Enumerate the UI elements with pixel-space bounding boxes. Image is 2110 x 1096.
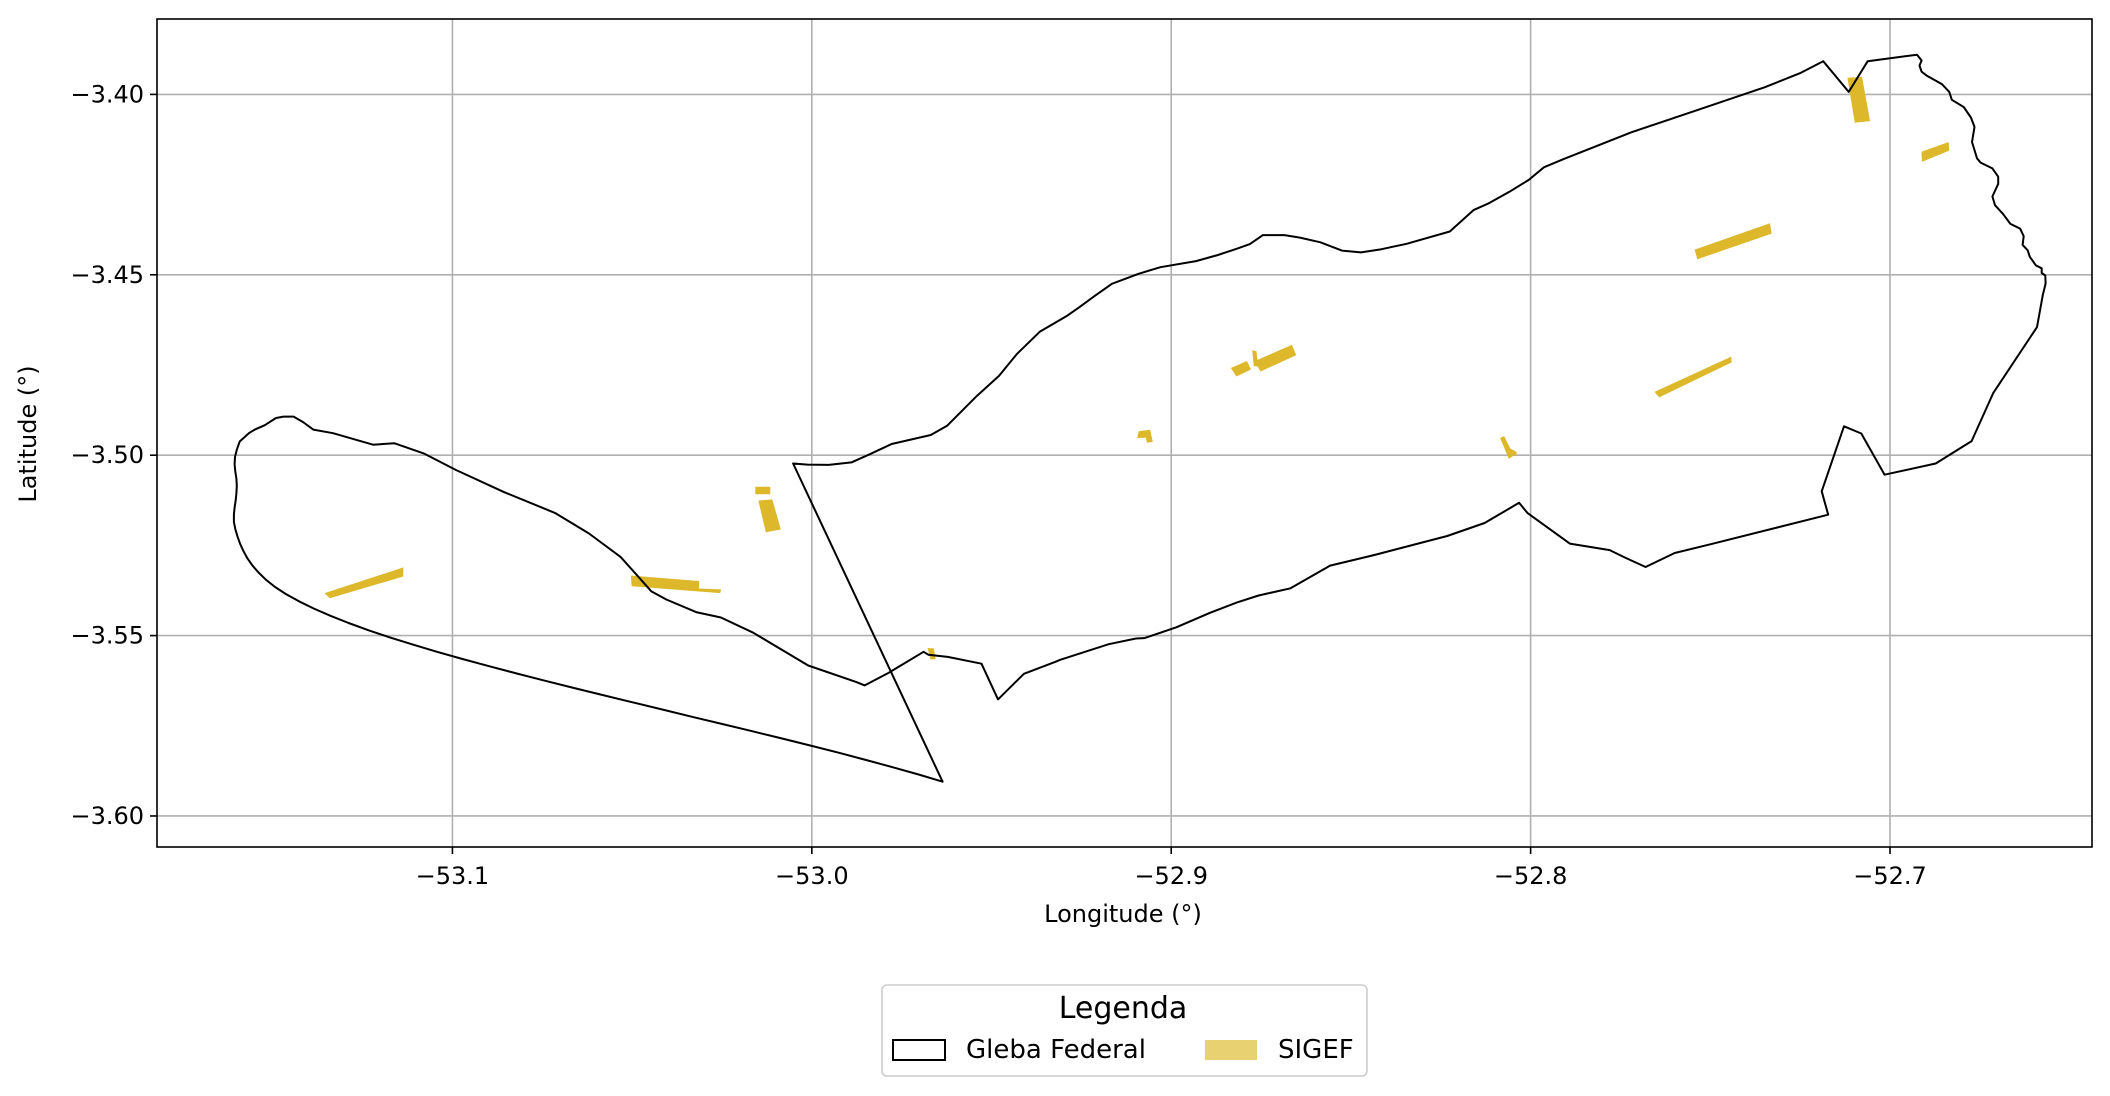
legend-label-gleba: Gleba Federal (966, 1035, 1146, 1065)
legend-swatch-gleba (892, 1039, 946, 1061)
grid (157, 19, 2092, 847)
x-tick-label: −52.9 (1134, 862, 1208, 890)
gleba-federal-polygon (232, 53, 2047, 783)
gleba-federal-boundary (232, 53, 2047, 783)
legend-title: Legenda (1059, 991, 1188, 1026)
x-axis-ticks: −53.1 −53.0 −52.9 −52.8 −52.7 (416, 847, 1927, 890)
y-tick-label: −3.55 (70, 622, 144, 650)
legend-label-sigef: SIGEF (1278, 1035, 1354, 1065)
y-axis-title: Latitude (°) (14, 365, 42, 502)
x-tick-label: −52.8 (1494, 862, 1568, 890)
x-tick-label: −53.0 (775, 862, 849, 890)
y-tick-label: −3.50 (70, 441, 144, 469)
y-tick-label: −3.40 (70, 80, 144, 108)
y-tick-label: −3.60 (70, 802, 144, 830)
sigef-parcel (927, 648, 936, 660)
y-axis-ticks: −3.40 −3.45 −3.50 −3.55 −3.60 (70, 80, 157, 830)
sigef-parcel (755, 486, 771, 495)
sigef-parcel (324, 567, 404, 599)
x-tick-label: −53.1 (416, 862, 490, 890)
sigef-parcel (1503, 445, 1517, 456)
sigef-parcel (1694, 223, 1772, 260)
sigef-parcel (1137, 429, 1153, 443)
sigef-parcel (1254, 344, 1297, 372)
sigef-parcel (1654, 356, 1732, 398)
legend-swatch-sigef (1205, 1040, 1257, 1060)
sigef-parcel (1921, 142, 1950, 162)
sigef-parcel (630, 575, 722, 594)
axes-frame (156, 18, 2093, 848)
x-axis-title: Longitude (°) (1044, 900, 1202, 928)
sigef-parcel (1847, 76, 1871, 123)
sigef-parcel (1252, 350, 1259, 367)
sigef-parcel (1230, 361, 1251, 377)
legend: Legenda Gleba Federal SIGEF (881, 984, 1368, 1077)
sigef-parcels (324, 76, 1950, 660)
x-tick-label: −52.7 (1853, 862, 1927, 890)
y-tick-label: −3.45 (70, 261, 144, 289)
sigef-parcel (758, 499, 781, 533)
